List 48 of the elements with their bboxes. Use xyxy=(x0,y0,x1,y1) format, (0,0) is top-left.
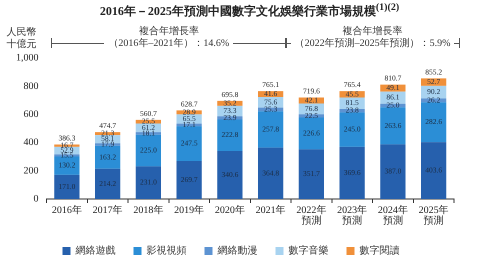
bar xyxy=(258,111,284,148)
bar xyxy=(94,168,120,199)
bar xyxy=(339,146,365,199)
y-tick-label: 1,000 xyxy=(16,52,38,64)
x-tick-label: 2017年 xyxy=(92,204,123,216)
x-tick-label: 2018年 xyxy=(133,204,164,216)
legend-label: 影視視頻 xyxy=(146,244,186,257)
x-tick-label: 2023年預測 xyxy=(337,204,368,226)
bar xyxy=(176,126,202,161)
bar xyxy=(380,144,406,199)
bar xyxy=(339,112,365,147)
x-tick-label: 2021年 xyxy=(256,204,286,216)
x-tick-label: 2022年預測 xyxy=(296,204,326,226)
y-tick-label: 600 xyxy=(24,109,38,120)
legend-label: 數字音樂 xyxy=(288,244,328,257)
bar xyxy=(420,102,446,142)
bar xyxy=(298,149,324,199)
bar xyxy=(217,150,243,199)
x-tick-label: 2019年 xyxy=(174,204,204,216)
y-tick-label: 400 xyxy=(24,137,38,148)
x-tick-label: 2025年預測 xyxy=(418,204,449,226)
bar xyxy=(54,174,80,199)
bar xyxy=(176,124,202,126)
text: 複合年增長率 xyxy=(342,26,402,38)
text: 複合年增長率 xyxy=(138,26,199,38)
bar xyxy=(176,160,202,199)
bar xyxy=(217,120,243,151)
bar xyxy=(94,146,120,169)
bar xyxy=(136,134,162,166)
bar xyxy=(380,107,406,144)
text: （2016年–2021年）：14.6% xyxy=(108,38,230,50)
bar xyxy=(258,148,284,199)
y-tick-label: 800 xyxy=(24,80,38,92)
legend-label: 網絡動漫 xyxy=(216,244,258,257)
y-tick-label: 0 xyxy=(34,194,38,205)
bar xyxy=(298,117,324,150)
x-tick-label: 2016年 xyxy=(52,204,82,216)
bar xyxy=(136,166,162,199)
y-tick-label: 200 xyxy=(24,165,38,176)
bar xyxy=(54,156,80,175)
x-tick-label: 2024年預測 xyxy=(378,204,408,226)
y-axis-title: 人民幣十億元 xyxy=(6,27,37,51)
text: （2022年預測–2025年預測）：5.9% xyxy=(294,38,450,50)
legend-label: 網絡遊戲 xyxy=(74,244,116,257)
legend-label: 數字閱讀 xyxy=(360,244,400,257)
x-tick-label: 2020年 xyxy=(214,204,245,216)
chart-title: 2016年－2025年預測中國數字文化娛樂行業市場規模$^{(1)(2)}$ xyxy=(98,2,400,20)
bar xyxy=(420,142,446,199)
